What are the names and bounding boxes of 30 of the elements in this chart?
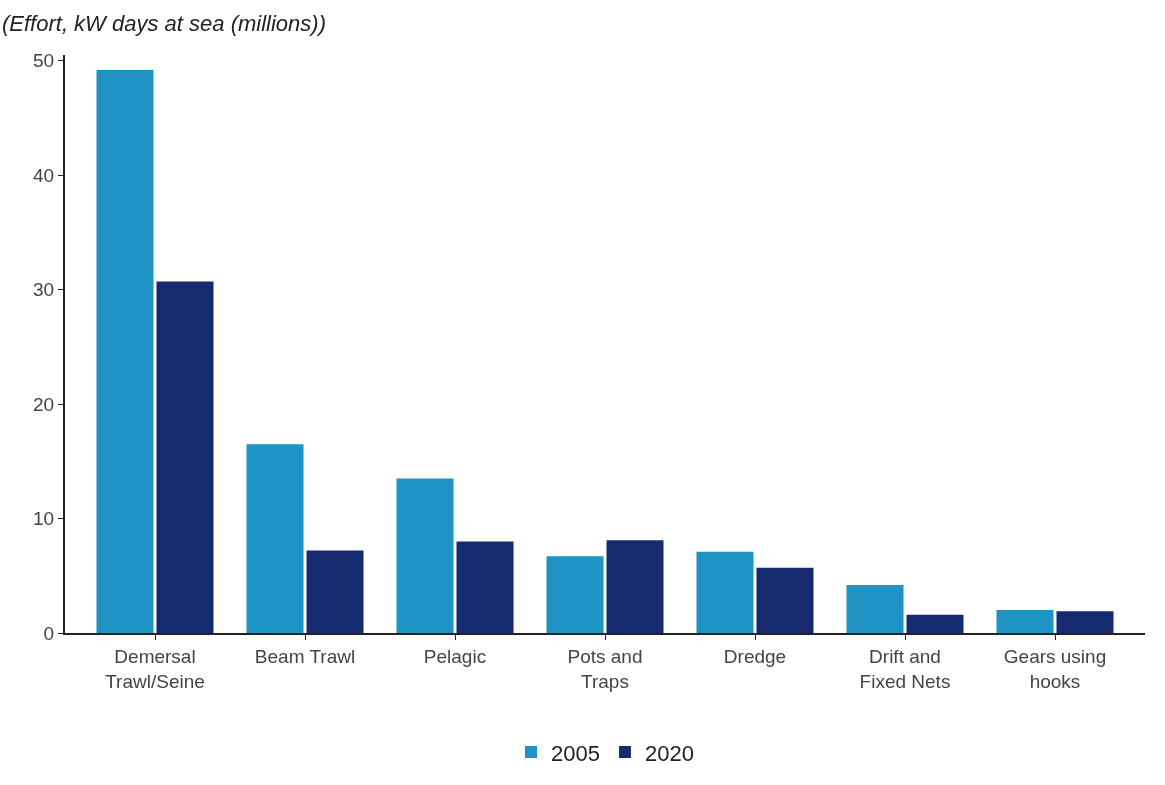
x-tick-label: Pots and Traps <box>567 645 643 692</box>
y-tick-label: 20 <box>33 393 55 415</box>
x-tick-label: Drift and Fixed Nets <box>859 645 951 692</box>
bar <box>696 551 754 633</box>
x-tick-label: Gears using hooks <box>1003 645 1107 692</box>
bar <box>756 567 814 633</box>
bar <box>606 540 664 633</box>
y-axis-title: (Effort, kW days at sea (millions)) <box>2 11 326 36</box>
y-tick-label: 0 <box>43 622 55 644</box>
legend-label: 2005 <box>551 740 600 766</box>
bar <box>96 69 154 633</box>
bar <box>456 541 514 633</box>
bar <box>246 444 304 633</box>
bar <box>546 556 604 633</box>
bar <box>846 584 904 633</box>
bar <box>156 281 214 633</box>
y-tick-label: 50 <box>33 50 55 72</box>
bar <box>396 478 454 633</box>
x-tick-label: Dredge <box>723 645 787 667</box>
y-tick-label: 30 <box>33 279 55 301</box>
x-tick-label: Pelagic <box>423 645 487 667</box>
x-tick-label: Beam Trawl <box>254 645 356 667</box>
legend-label: 2020 <box>644 740 694 766</box>
bar <box>1056 611 1114 633</box>
y-tick-label: 10 <box>33 508 55 530</box>
bar <box>906 614 964 633</box>
y-tick-label: 40 <box>33 164 55 186</box>
bar <box>996 610 1054 633</box>
bar <box>306 550 364 633</box>
x-tick-label: Demersal Trawl/Seine <box>105 645 205 692</box>
